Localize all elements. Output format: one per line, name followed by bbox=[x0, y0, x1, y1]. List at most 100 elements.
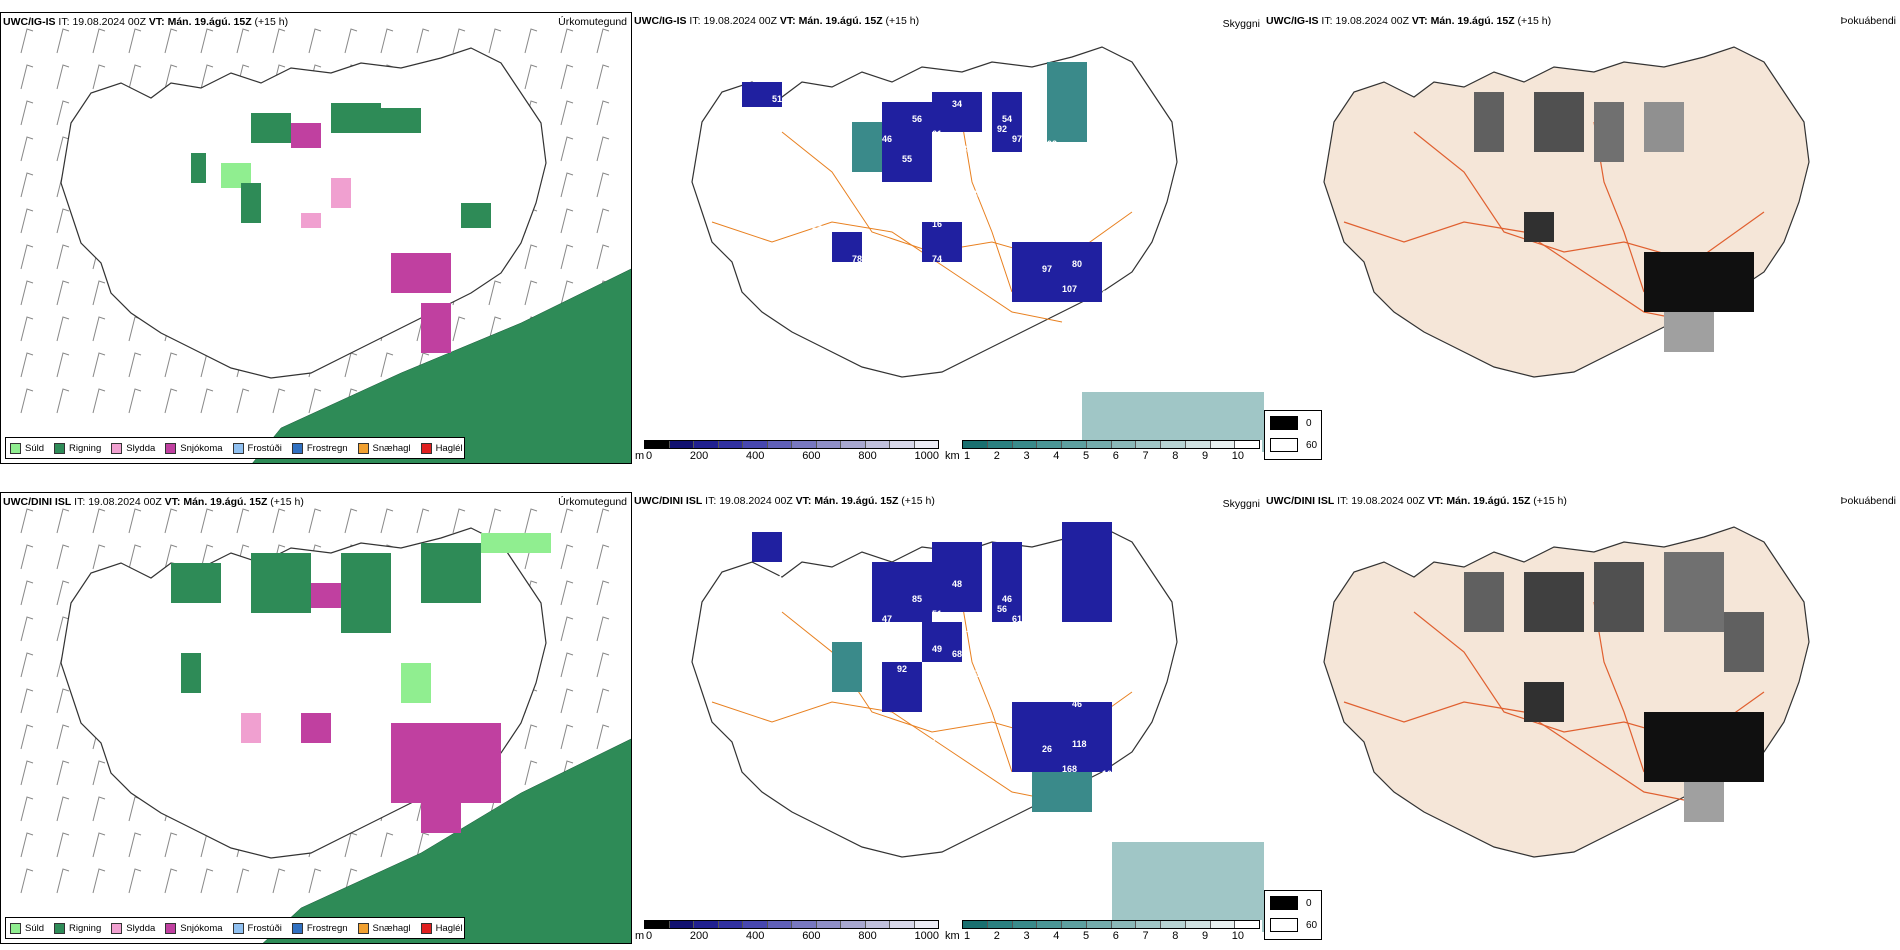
wind-barb bbox=[56, 760, 70, 786]
colorbar-tick: 8 bbox=[1172, 930, 1179, 942]
wind-barb bbox=[56, 316, 70, 342]
wind-barb bbox=[56, 616, 70, 642]
precip-number-label: 46 bbox=[1072, 699, 1082, 709]
panel-label: Þokuábendi bbox=[1840, 15, 1896, 27]
colorbar-segment bbox=[1012, 441, 1038, 448]
fog-legend: 0 60 bbox=[1264, 890, 1322, 940]
wind-barb bbox=[200, 868, 214, 894]
fog-blobs bbox=[1474, 92, 1754, 352]
colorbar-tick: 9 bbox=[1202, 930, 1209, 942]
legend-item: Haglél bbox=[420, 442, 463, 454]
fog-indicator-panel-row2: UWC/DINI ISL IT: 19.08.2024 00Z VT: Mán.… bbox=[1264, 492, 1900, 944]
wind-barb bbox=[20, 352, 34, 378]
colorbar-segment bbox=[694, 921, 719, 928]
colorbar-segment bbox=[1161, 441, 1186, 448]
precip-number-label: 168 bbox=[1062, 764, 1077, 774]
wind-barb bbox=[596, 724, 610, 750]
wind-barb bbox=[524, 64, 538, 90]
panel-label: Skyggni bbox=[1222, 498, 1260, 510]
colorbar-segment bbox=[914, 441, 938, 448]
precip-number-label: 92 bbox=[972, 729, 982, 739]
legend-swatch bbox=[420, 922, 432, 934]
wind-barb bbox=[380, 832, 394, 858]
wind-barb bbox=[560, 652, 574, 678]
colorbar-tick: 6 bbox=[1112, 450, 1119, 462]
colorbar-segment bbox=[718, 921, 743, 928]
wind-barb bbox=[236, 868, 250, 894]
precip-number-label: 53 bbox=[902, 634, 912, 644]
wind-barb bbox=[560, 136, 574, 162]
wind-barb bbox=[560, 508, 574, 534]
colorbar-segment bbox=[841, 921, 866, 928]
wind-barb bbox=[20, 796, 34, 822]
precip-number-label: 102 bbox=[1042, 139, 1057, 149]
height-colorbar-ticks: 0 200 400 600 800 1000 bbox=[646, 450, 939, 462]
precip-blobs bbox=[171, 533, 551, 833]
legend-label: Frostúði bbox=[247, 922, 282, 934]
precip-number-label: 118 bbox=[1072, 739, 1087, 749]
wind-barb bbox=[56, 724, 70, 750]
wind-barb bbox=[560, 64, 574, 90]
wind-barb bbox=[128, 796, 142, 822]
height-colorbar-unit: m bbox=[635, 450, 645, 462]
legend-swatch bbox=[10, 442, 21, 454]
wind-barb bbox=[308, 508, 322, 534]
colorbar-tick: 5 bbox=[1083, 930, 1090, 942]
precip-number-label: 57 bbox=[812, 224, 822, 234]
wind-barb bbox=[20, 388, 34, 414]
legend-label: Snjókoma bbox=[180, 442, 223, 454]
legend-swatch bbox=[111, 442, 123, 454]
visibility-colorbar: km 1 2 3 4 5 6 7 8 9 10 bbox=[944, 440, 1262, 462]
fog-legend-swatch-black bbox=[1270, 896, 1298, 910]
height-colorbar-strip bbox=[644, 920, 939, 929]
visibility-colorbar-ticks: 1 2 3 4 5 6 7 8 9 10 bbox=[964, 450, 1244, 462]
wind-barb bbox=[56, 64, 70, 90]
legend-label: Snæhagl bbox=[372, 922, 411, 934]
wind-barb bbox=[596, 64, 610, 90]
wind-barb bbox=[596, 28, 610, 54]
wind-barb bbox=[596, 208, 610, 234]
wind-barb bbox=[92, 388, 106, 414]
wind-barb bbox=[560, 688, 574, 714]
precip-number-label: 52 bbox=[972, 669, 982, 679]
visibility-panel-row1: UWC/IG-IS IT: 19.08.2024 00Z VT: Mán. 19… bbox=[632, 12, 1264, 464]
wind-barb bbox=[56, 280, 70, 306]
wind-barb bbox=[92, 832, 106, 858]
precip-number-label: 8 bbox=[1152, 754, 1157, 764]
colorbar-segment bbox=[1086, 921, 1112, 928]
precip-number-label: 32 bbox=[962, 144, 972, 154]
legend-item: Snæhagl bbox=[357, 442, 411, 454]
wind-barb bbox=[164, 508, 178, 534]
colorbar-tick: 7 bbox=[1142, 450, 1149, 462]
colorbar-tick: 600 bbox=[802, 450, 821, 462]
precip-number-label: 55 bbox=[872, 714, 882, 724]
colorbar-tick: 400 bbox=[746, 930, 765, 942]
colorbar-tick: 4 bbox=[1053, 450, 1060, 462]
colorbar-segment bbox=[1062, 441, 1087, 448]
colorbar-segment bbox=[645, 441, 670, 448]
colorbar-tick: 8 bbox=[1172, 450, 1179, 462]
wind-barb bbox=[308, 868, 322, 894]
precip-number-label: 11 bbox=[962, 624, 972, 634]
wind-barb bbox=[92, 508, 106, 534]
wind-barb bbox=[272, 28, 286, 54]
colorbar-segment bbox=[767, 441, 792, 448]
wind-barb bbox=[524, 760, 538, 786]
colorbar-tick: 3 bbox=[1023, 450, 1030, 462]
visibility-colorbar-strip bbox=[962, 920, 1260, 929]
precip-number-label: 55 bbox=[902, 154, 912, 164]
panel-label: Úrkomutegund bbox=[558, 496, 627, 508]
fog-indicator-panel-row1: UWC/IG-IS IT: 19.08.2024 00Z VT: Mán. 19… bbox=[1264, 12, 1900, 464]
wind-barb bbox=[92, 280, 106, 306]
precip-number-label: 97 bbox=[1012, 134, 1022, 144]
colorbar-segment bbox=[890, 441, 915, 448]
wind-barb bbox=[380, 28, 394, 54]
legend-swatch bbox=[291, 442, 303, 454]
wind-barb bbox=[380, 352, 394, 378]
visibility-blobs bbox=[742, 62, 1264, 452]
precip-number-label: 49 bbox=[932, 644, 942, 654]
wind-barb bbox=[92, 868, 106, 894]
colorbar-segment bbox=[1210, 921, 1236, 928]
fog-legend-value-0: 0 bbox=[1306, 897, 1312, 909]
colorbar-tick: 3 bbox=[1023, 930, 1030, 942]
